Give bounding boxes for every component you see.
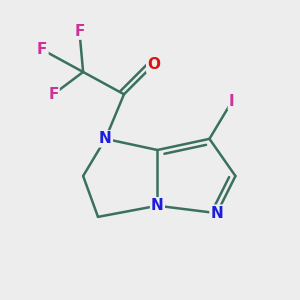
Text: I: I [229, 94, 235, 109]
Text: F: F [48, 87, 59, 102]
Text: N: N [151, 198, 164, 213]
Text: F: F [74, 24, 85, 39]
Text: O: O [147, 57, 160, 72]
Text: N: N [211, 206, 223, 221]
Text: F: F [37, 42, 47, 57]
Text: N: N [99, 131, 112, 146]
